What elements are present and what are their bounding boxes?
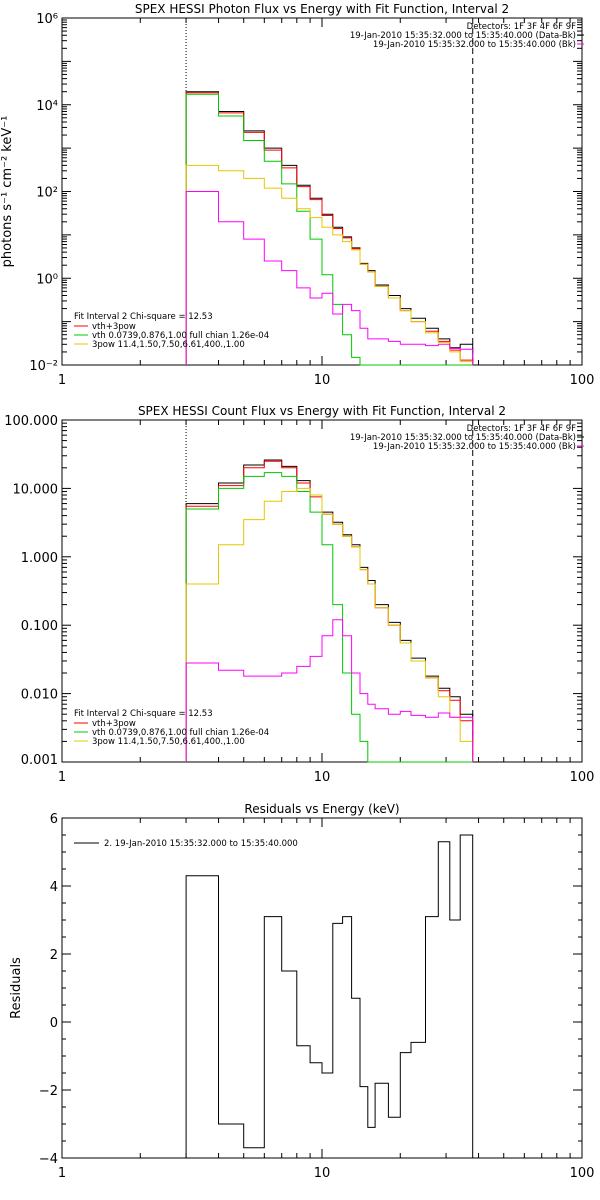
header-line: 19-Jan-2010 15:35:32.000 to 15:35:40.000… [350,433,576,443]
chart-title: Residuals vs Energy (keV) [244,802,399,816]
header-line: 19-Jan-2010 15:35:32.000 to 15:35:40.000… [350,31,576,41]
x-tick-label: 100 [570,770,595,785]
series-residual-line [185,834,474,1158]
count-flux-panel: SPEX HESSI Count Flux vs Energy with Fit… [4,404,594,785]
plot-frame [61,817,583,1159]
series-data-bk-line [185,91,474,365]
y-tick-label: 6 [50,812,58,827]
y-tick-label: 10² [36,186,58,201]
x-tick-label: 10 [314,373,331,388]
series-3pow-line [185,487,474,762]
x-tick-label: 100 [570,373,595,388]
y-tick-label: 100.000 [4,414,58,429]
y-tick-label: −2 [39,1084,58,1099]
legend-title: Fit Interval 2 Chi-square = 12.53 [74,312,213,322]
y-tick-label: 0.001 [21,753,58,768]
legend-item: 3pow 11.4,1.50,7.50,6.61,400.,1.00 [92,340,245,350]
y-tick-label: 10⁻² [29,359,58,374]
header-line: 19-Jan-2010 15:35:32.000 to 15:35:40.000… [373,40,576,50]
x-tick-label: 100 [570,1166,595,1181]
y-axis-label: photons s⁻¹ cm⁻² keV⁻¹ [0,116,15,268]
x-tick-label: 1 [58,1166,66,1181]
series-vth-line [185,93,473,366]
x-tick-label: 1 [58,770,66,785]
y-tick-label: 10⁶ [36,12,58,27]
series-bk-line [185,191,474,365]
y-axis-label: Residuals [9,957,24,1019]
x-tick-label: 10 [314,770,331,785]
x-tick-label: 1 [58,373,66,388]
legend-item: vth 0.0739,0.876,1.00 full chian 1.26e-0… [92,728,269,738]
y-tick-label: 2 [50,948,58,963]
legend-item: 2. 19-Jan-2010 15:35:32.000 to 15:35:40.… [104,839,298,849]
header-line: 19-Jan-2010 15:35:32.000 to 15:35:40.000… [373,442,576,452]
legend-item: 3pow 11.4,1.50,7.50,6.61,400.,1.00 [92,737,245,747]
series-vth-3pow-line [185,92,474,365]
y-tick-label: 0.010 [21,688,58,703]
y-tick-label: 1.000 [21,551,58,566]
legend-item: vth 0.0739,0.876,1.00 full chian 1.26e-0… [92,331,269,341]
series-data-bk-line [185,459,474,762]
y-tick-label: 0.100 [21,619,58,634]
series-vth-line [185,472,473,763]
photon-flux-panel: SPEX HESSI Photon Flux vs Energy with Fi… [0,2,594,388]
chart-title: SPEX HESSI Photon Flux vs Energy with Fi… [135,2,509,16]
y-tick-label: 4 [50,880,58,895]
header-line: Detectors: 1F 3F 4F 6F 9F [467,424,576,434]
chart-title: SPEX HESSI Count Flux vs Energy with Fit… [138,404,506,418]
y-tick-label: 10⁴ [36,99,58,114]
series-3pow-line [185,164,474,365]
y-tick-label: −4 [39,1152,58,1167]
legend-item: vth+3pow [92,322,136,332]
x-tick-label: 10 [314,1166,331,1181]
legend-title: Fit Interval 2 Chi-square = 12.53 [74,709,213,719]
series-bk-line [185,619,474,762]
residuals-panel: Residuals vs Energy (keV) 1 10 100 −4 −2 0 2 4 6 R… [9,802,594,1181]
header-line: Detectors: 1F 3F 4F 6F 9F [467,22,576,32]
y-tick-label: 0 [50,1016,58,1031]
legend-item: vth+3pow [92,719,136,729]
y-tick-label: 10⁰ [36,272,58,287]
y-tick-label: 10.000 [13,482,59,497]
